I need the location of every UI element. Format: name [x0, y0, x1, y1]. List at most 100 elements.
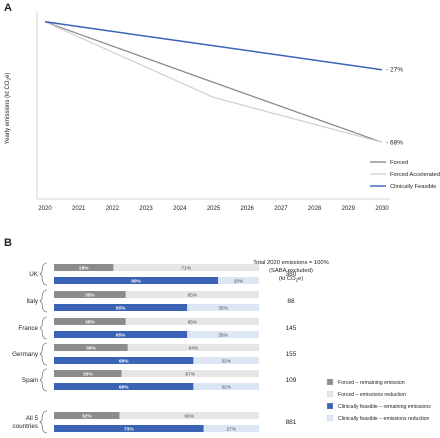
forced-reduction-label: 65%	[188, 319, 198, 325]
x-tick-label: 2020	[38, 206, 52, 212]
clinical-reduction-label: 27%	[227, 426, 237, 432]
x-tick-label: 2021	[72, 206, 86, 212]
legend-label: Clinically feasible – remaining emission…	[338, 404, 431, 410]
forced-remaining-label: 35%	[85, 292, 95, 298]
x-tick-label: 2027	[274, 206, 288, 212]
end-annotation: - 27%	[386, 67, 403, 74]
clinical-remaining-label: 68%	[119, 384, 129, 390]
forced-reduction-bar	[119, 412, 259, 419]
clinical-remaining-label: 68%	[119, 358, 129, 364]
clinical-remaining-bar	[54, 425, 204, 432]
total-emissions-value: 145	[286, 325, 297, 332]
x-tick-label: 2026	[241, 206, 255, 212]
end-annotation: - 68%	[386, 139, 403, 146]
forced-remaining-label: 33%	[83, 371, 93, 377]
clinical-reduction-label: 20%	[234, 278, 244, 284]
forced-reduction-label: 68%	[184, 413, 194, 419]
forced-reduction-label: 71%	[181, 265, 191, 271]
legend-label: Clinically feasible – emissions reductio…	[338, 416, 430, 422]
x-tick-label: 2028	[308, 206, 322, 212]
legend-label: Forced – remaining emission	[338, 380, 405, 386]
bracket	[39, 316, 48, 340]
legend-label: Forced – emissions reduction	[338, 392, 406, 398]
forced-remaining-label: 35%	[85, 319, 95, 325]
legend-swatch	[326, 390, 334, 398]
clinical-reduction-label: 35%	[218, 305, 228, 311]
legend-label: Forced Accelerated	[390, 172, 440, 178]
forced-remaining-label: 36%	[86, 345, 96, 351]
legend-swatch	[326, 378, 334, 386]
x-tick-label: 2029	[342, 206, 356, 212]
totals-header: (kt CO2e)	[279, 276, 303, 283]
total-emissions-value: 109	[286, 377, 297, 384]
bracket	[39, 368, 48, 392]
forced-remaining-bar	[54, 412, 120, 419]
clinical-remaining-bar	[54, 331, 188, 338]
clinical-remaining-bar	[54, 383, 194, 390]
clinical-reduction-bar	[187, 304, 259, 311]
total-emissions-value: 88	[287, 298, 295, 305]
legend-label: Clinically Feasible	[390, 184, 436, 190]
country-label: Spain	[22, 377, 39, 384]
forced-remaining-bar	[54, 344, 128, 351]
clinical-remaining-label: 80%	[131, 278, 141, 284]
panel-label-a: A	[4, 2, 12, 14]
y-axis-title: Yearly emissions (kt CO2e)	[5, 73, 12, 145]
country-label: France	[18, 325, 38, 332]
bracket	[39, 410, 48, 434]
country-label: UK	[29, 271, 39, 278]
series-line	[44, 21, 383, 143]
country-label: All 5	[26, 415, 39, 422]
forced-reduction-label: 65%	[188, 292, 198, 298]
clinical-reduction-label: 32%	[221, 358, 231, 364]
forced-reduction-bar	[125, 291, 259, 298]
forced-reduction-bar	[125, 318, 259, 325]
clinical-remaining-bar	[54, 357, 194, 364]
total-emissions-value: 881	[286, 419, 297, 426]
clinical-remaining-bar	[54, 277, 218, 284]
country-label: Italy	[26, 298, 38, 305]
legend-swatch	[326, 402, 334, 410]
forced-remaining-bar	[54, 264, 114, 271]
x-tick-label: 2024	[173, 206, 187, 212]
legend-label: Forced	[390, 160, 408, 166]
x-tick-label: 2023	[139, 206, 153, 212]
clinical-reduction-label: 32%	[221, 384, 231, 390]
totals-header: Total 2020 emissions = 100%	[253, 260, 329, 266]
forced-remaining-bar	[54, 370, 122, 377]
clinical-remaining-bar	[54, 304, 188, 311]
clinical-reduction-bar	[193, 383, 259, 390]
forced-reduction-bar	[121, 370, 260, 377]
totals-header: (SABA excluded)	[269, 268, 313, 274]
total-emissions-value: 155	[286, 351, 297, 358]
x-tick-label: 2022	[106, 206, 120, 212]
clinical-remaining-label: 73%	[124, 426, 134, 432]
clinical-remaining-label: 65%	[116, 305, 126, 311]
clinical-reduction-bar	[193, 357, 259, 364]
panel-label-b: B	[4, 237, 12, 249]
clinical-reduction-label: 35%	[218, 332, 228, 338]
country-label: Germany	[12, 351, 39, 358]
clinical-reduction-bar	[218, 277, 259, 284]
forced-remaining-bar	[54, 318, 126, 325]
forced-remaining-label: 32%	[82, 413, 92, 419]
bracket	[39, 289, 48, 313]
forced-reduction-bar	[127, 344, 259, 351]
x-tick-label: 2025	[207, 206, 221, 212]
legend-swatch	[326, 414, 334, 422]
clinical-remaining-label: 65%	[116, 332, 126, 338]
x-tick-label: 2030	[375, 206, 389, 212]
forced-reduction-bar	[113, 264, 259, 271]
forced-reduction-label: 67%	[186, 371, 196, 377]
forced-remaining-label: 29%	[79, 265, 89, 271]
clinical-reduction-bar	[187, 331, 259, 338]
bracket	[39, 342, 48, 366]
country-label: countries	[12, 423, 38, 430]
series-line	[44, 21, 383, 143]
forced-remaining-bar	[54, 291, 126, 298]
bracket	[39, 262, 48, 286]
total-emissions-value: 380	[286, 271, 297, 278]
forced-reduction-label: 64%	[189, 345, 199, 351]
clinical-reduction-bar	[203, 425, 259, 432]
